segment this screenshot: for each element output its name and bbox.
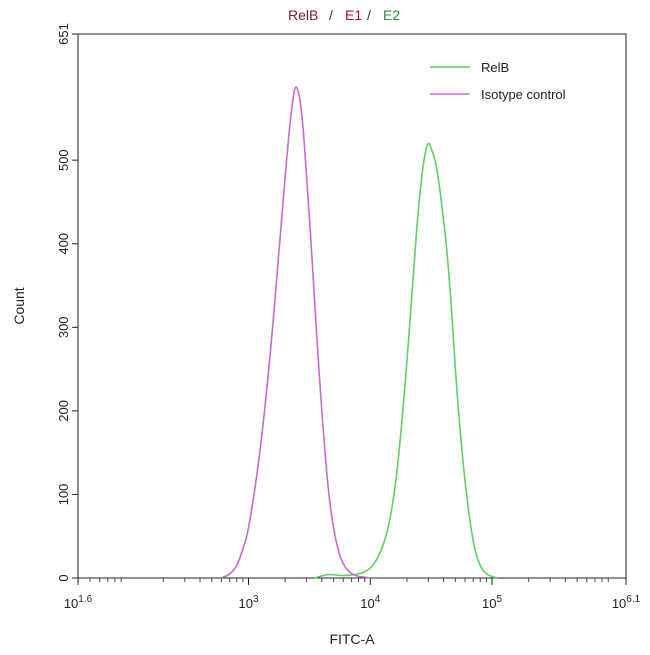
title-part-e2: E2 (383, 7, 400, 23)
y-tick-label-400: 400 (56, 233, 71, 255)
x-tick-label-1.6: 101.6 (64, 594, 93, 611)
y-tick-label-651: 651 (56, 23, 71, 45)
plot-area-frame (77, 33, 627, 579)
y-tick-label-300: 300 (56, 316, 71, 338)
y-tick-label-0: 0 (56, 574, 71, 581)
x-tick-label-6.1: 106.1 (612, 594, 641, 611)
title-part-e1: E1 (345, 7, 362, 23)
x-axis-label: FITC-A (329, 631, 375, 647)
x-axis: 101.6 103 104 105 106.1 (64, 578, 641, 611)
legend-label-isotype: Isotype control (481, 87, 566, 102)
y-axis: 0 100 200 300 400 500 651 (56, 23, 78, 582)
chart-title: RelB / E1 / E2 (288, 7, 400, 23)
legend-label-relb: RelB (481, 60, 509, 75)
series-line-isotype-control (221, 86, 371, 579)
y-tick-label-200: 200 (56, 400, 71, 422)
y-tick-label-500: 500 (56, 149, 71, 171)
series-layer (221, 86, 498, 579)
legend: RelB Isotype control (430, 60, 566, 102)
x-tick-label-5: 105 (482, 594, 502, 611)
title-separator-1: / (329, 7, 333, 23)
title-separator-2: / (367, 7, 371, 23)
series-line-relb (314, 142, 498, 579)
y-tick-label-100: 100 (56, 484, 71, 506)
title-part-relb: RelB (288, 7, 318, 23)
x-tick-label-4: 104 (360, 594, 380, 611)
x-tick-label-3: 103 (238, 594, 258, 611)
y-axis-label: Count (11, 287, 27, 324)
